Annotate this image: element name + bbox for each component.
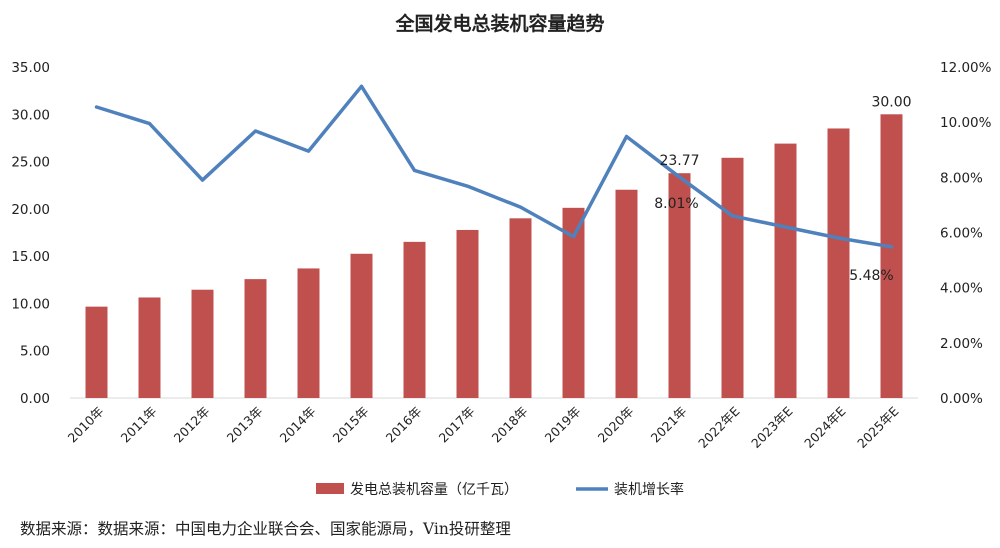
y-left-tick-label: 5.00 — [20, 344, 50, 360]
line-series — [94, 84, 894, 249]
data-labels: 23.77 30.00 8.01% 5.48% — [654, 94, 911, 284]
x-axis-ticks: 2010年 2011年 2012年 2013年 2014年 2015年 2016年 2017年… — [65, 403, 902, 451]
bar — [403, 241, 426, 398]
y-right-tick-label: 0.00% — [940, 391, 983, 407]
y-left-tick-label: 10.00 — [11, 296, 50, 312]
x-tick-label: 2010年 — [65, 404, 107, 446]
line-point — [413, 168, 416, 172]
y-left-tick-label: 0.00 — [20, 391, 50, 407]
y-left-tick-label: 30.00 — [11, 107, 50, 123]
line-point — [572, 235, 575, 239]
y-left-tick-label: 35.00 — [11, 60, 50, 76]
x-tick-label: 2020年 — [595, 404, 637, 446]
x-tick-label: 2013年 — [224, 404, 266, 446]
line-point — [519, 205, 522, 209]
bar — [509, 218, 532, 398]
bar — [668, 173, 691, 398]
x-tick-label: 2018年 — [489, 404, 531, 446]
bar — [138, 297, 161, 398]
source-note: 数据来源：数据来源：中国电力企业联合会、国家能源局，Vin投研整理 — [20, 520, 511, 538]
x-tick-label: 2023年E — [748, 403, 796, 451]
x-tick-label: 2012年 — [171, 404, 213, 446]
bar-series — [85, 114, 903, 399]
bar — [456, 229, 479, 398]
growth-rate-line — [94, 84, 894, 249]
line-point — [254, 129, 257, 133]
line-point — [890, 245, 893, 249]
line-point — [784, 225, 787, 229]
line-point — [678, 175, 681, 179]
line-point — [837, 236, 840, 240]
data-label: 23.77 — [659, 153, 699, 169]
x-tick-label: 2011年 — [118, 404, 160, 446]
x-tick-label: 2016年 — [383, 404, 425, 446]
line-point — [731, 214, 734, 218]
bar — [244, 279, 267, 398]
line-point — [148, 122, 151, 126]
y-left-tick-label: 25.00 — [11, 155, 50, 171]
bar — [615, 189, 638, 398]
x-tick-label: 2017年 — [436, 404, 478, 446]
x-tick-label: 2014年 — [277, 404, 319, 446]
line-point — [307, 149, 310, 153]
bar — [191, 289, 214, 398]
bar — [880, 114, 903, 399]
line-point — [95, 105, 98, 109]
data-label: 5.48% — [849, 268, 893, 284]
legend-label-line: 装机增长率 — [614, 481, 684, 498]
line-point — [360, 84, 363, 88]
x-tick-label: 2015年 — [330, 404, 372, 446]
y-right-tick-label: 12.00% — [940, 60, 992, 76]
axes: 0.00 5.00 10.00 15.00 20.00 25.00 30.00 35.00 0.… — [11, 60, 991, 407]
y-right-tick-label: 8.00% — [940, 170, 983, 186]
x-tick-label: 2022年E — [695, 403, 743, 451]
y-right-tick-label: 4.00% — [940, 281, 983, 297]
legend: 发电总装机容量（亿千瓦） 装机增长率 — [316, 481, 684, 498]
data-label: 8.01% — [654, 196, 698, 212]
bar — [827, 128, 850, 398]
x-tick-label: 2024年E — [801, 403, 849, 451]
chart-title: 全国发电总装机容量趋势 — [394, 12, 604, 35]
legend-swatch-bar — [316, 483, 344, 494]
line-point — [466, 184, 469, 188]
bar — [85, 306, 108, 398]
bar — [350, 253, 373, 398]
y-right-tick-label: 2.00% — [940, 336, 983, 352]
x-tick-label: 2025年E — [854, 403, 902, 451]
legend-label-bar: 发电总装机容量（亿千瓦） — [350, 481, 518, 498]
data-label: 30.00 — [871, 94, 911, 110]
y-right-tick-label: 6.00% — [940, 226, 983, 242]
line-point — [625, 135, 628, 139]
bar — [297, 268, 320, 398]
line-point — [201, 178, 204, 182]
x-tick-label: 2021年 — [648, 404, 690, 446]
x-tick-label: 2019年 — [542, 404, 584, 446]
y-left-tick-label: 20.00 — [11, 202, 50, 218]
bar — [774, 143, 797, 398]
y-right-tick-label: 10.00% — [940, 115, 992, 131]
y-left-tick-label: 15.00 — [11, 249, 50, 265]
bar — [562, 207, 585, 398]
bar — [721, 157, 744, 398]
